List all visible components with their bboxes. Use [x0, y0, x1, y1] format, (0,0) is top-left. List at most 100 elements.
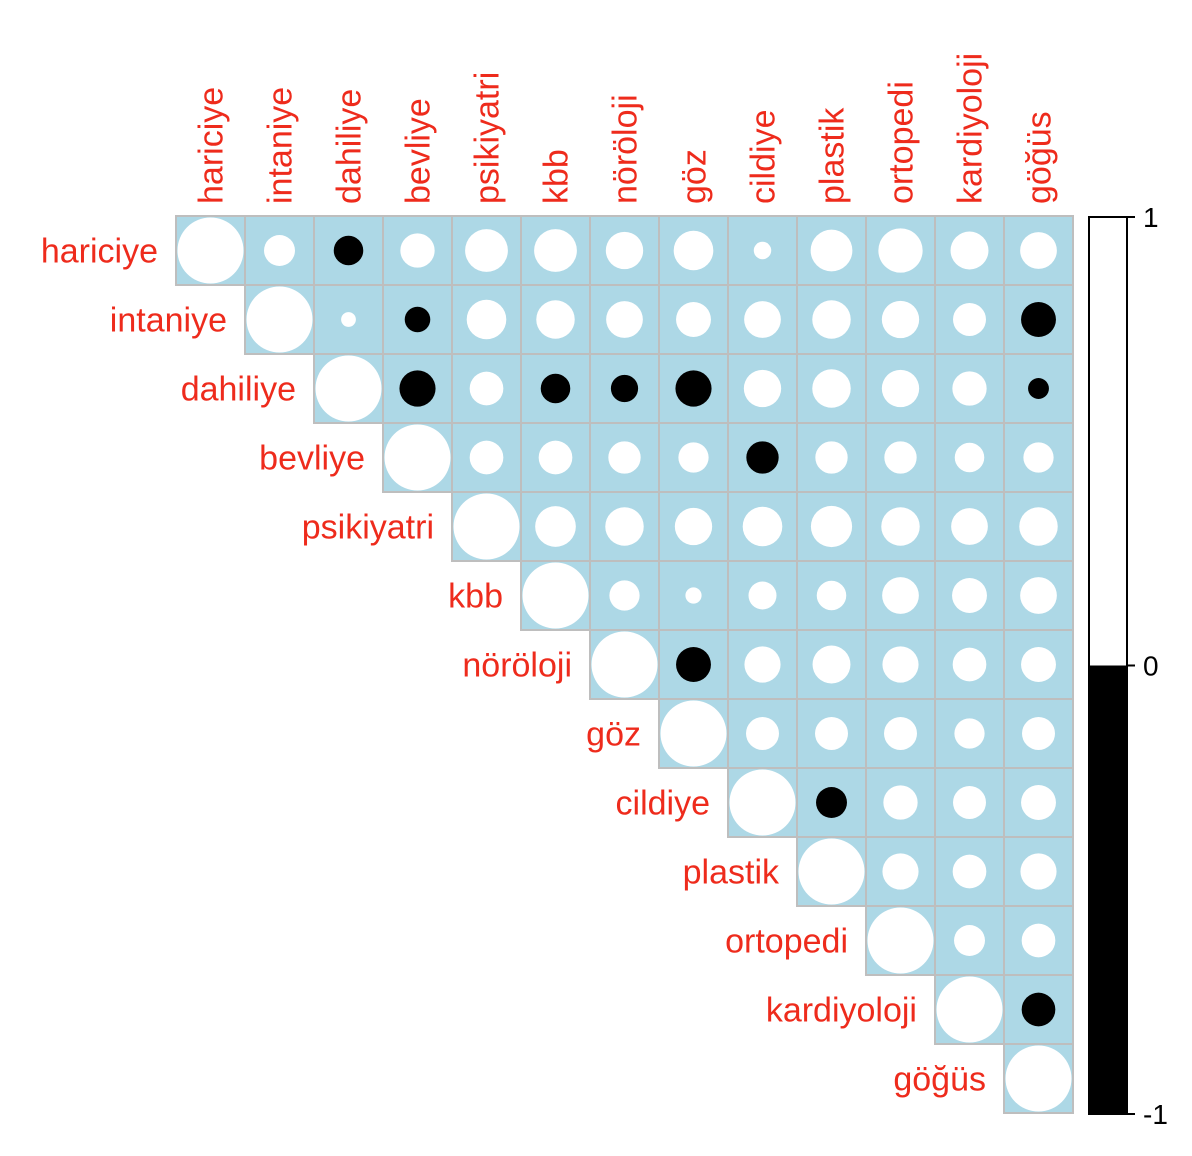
correlation-point-cildiye-ortopedi: [883, 785, 918, 820]
correlation-point-cildiye-kardiyoloji: [953, 786, 986, 819]
column-label: ortopedi: [883, 81, 921, 204]
correlation-point-intaniye-ortopedi: [881, 300, 920, 339]
correlation-point-intaniye-bevliye: [404, 306, 431, 333]
colorbar-negative-segment: [1089, 665, 1127, 1114]
correlation-point-bevliye-nöröloji: [608, 441, 641, 474]
correlation-point-hariciye-nöröloji: [605, 231, 644, 270]
correlation-point-dahiliye-ortopedi: [881, 369, 920, 408]
column-label: kardiyoloji: [952, 53, 990, 204]
correlation-point-hariciye-intaniye: [264, 235, 295, 266]
correlation-point-psikiyatri-kardiyoloji: [951, 508, 988, 545]
correlation-point-bevliye-psikiyatri: [469, 440, 504, 475]
row-label: bevliye: [259, 440, 365, 478]
correlation-point-dahiliye-psikiyatri: [469, 371, 504, 406]
correlation-point-nöröloji-göz: [676, 647, 711, 682]
correlation-point-hariciye-dahiliye: [333, 235, 364, 266]
correlation-point-nöröloji-cildiye: [744, 646, 781, 683]
correlation-point-dahiliye-göğüs: [1028, 378, 1049, 399]
correlation-point-psikiyatri-göz: [674, 507, 713, 546]
correlation-point-hariciye-plastik: [810, 229, 853, 272]
cell-intaniye-plastik: [796, 284, 867, 355]
row-label: dahiliye: [181, 371, 296, 409]
column-label: hariciye: [193, 87, 231, 204]
row-label: psikiyatri: [302, 509, 434, 547]
correlation-point-ortopedi-ortopedi: [867, 907, 934, 974]
correlation-point-kbb-plastik: [816, 580, 847, 611]
correlation-point-dahiliye-kbb: [540, 373, 571, 404]
row-label: göğüs: [893, 1061, 986, 1099]
correlation-point-bevliye-ortopedi: [884, 441, 917, 474]
correlation-point-dahiliye-göz: [675, 370, 712, 407]
correlation-point-intaniye-plastik: [812, 300, 851, 339]
correlation-point-psikiyatri-göğüs: [1019, 507, 1058, 546]
column-label: psikiyatri: [469, 72, 507, 204]
correlation-point-plastik-göğüs: [1020, 853, 1057, 890]
correlation-point-dahiliye-dahiliye: [315, 355, 382, 422]
column-labels: hariciye intaniye dahiliye bevliye psikiyatr…: [193, 53, 1059, 204]
column-label: intaniye: [262, 87, 300, 204]
correlation-point-göz-göğüs: [1022, 717, 1055, 750]
row-label: kardiyoloji: [766, 992, 917, 1030]
correlation-point-kbb-nöröloji: [609, 580, 640, 611]
correlation-point-dahiliye-bevliye: [399, 370, 436, 407]
correlation-point-intaniye-göğüs: [1021, 302, 1056, 337]
column-label: cildiye: [745, 110, 783, 204]
row-label: ortopedi: [725, 923, 848, 961]
correlation-point-cildiye-göğüs: [1021, 785, 1056, 820]
correlation-point-intaniye-intaniye: [246, 286, 313, 353]
correlation-point-kbb-göz: [685, 587, 702, 604]
row-labels: hariciye intaniye dahiliye bevliye psikiyatr…: [41, 233, 986, 1099]
cell-kardiyoloji-göğüs: [1003, 974, 1074, 1045]
correlation-point-hariciye-psikiyatri: [465, 229, 508, 272]
correlation-point-psikiyatri-nöröloji: [605, 507, 644, 546]
correlation-point-göz-cildiye: [746, 717, 779, 750]
correlation-point-bevliye-kbb: [538, 440, 573, 475]
correlation-point-dahiliye-cildiye: [743, 369, 782, 408]
column-label: dahiliye: [331, 89, 369, 204]
correlation-point-intaniye-göz: [676, 302, 711, 337]
colorbar-positive-segment: [1089, 217, 1127, 666]
correlation-point-kbb-cildiye: [748, 581, 777, 610]
row-label: cildiye: [616, 785, 710, 823]
correlation-point-nöröloji-plastik: [812, 645, 851, 684]
correlation-point-bevliye-cildiye: [746, 441, 779, 474]
column-label: göz: [676, 149, 714, 204]
correlation-point-psikiyatri-cildiye: [742, 506, 783, 547]
colorbar-tick-label: -1: [1143, 1099, 1168, 1130]
correlation-point-göz-kardiyoloji: [954, 718, 985, 749]
correlation-point-nöröloji-nöröloji: [591, 631, 658, 698]
correlation-point-plastik-ortopedi: [882, 853, 919, 890]
correlation-point-psikiyatri-kbb: [535, 506, 576, 547]
row-label: kbb: [448, 578, 503, 616]
correlation-point-kbb-kardiyoloji: [952, 578, 987, 613]
correlation-point-bevliye-kardiyoloji: [954, 442, 985, 473]
correlation-point-intaniye-kardiyoloji: [953, 303, 986, 336]
correlation-point-cildiye-cildiye: [729, 769, 796, 836]
correlation-point-nöröloji-ortopedi: [882, 646, 919, 683]
correlation-point-kardiyoloji-kardiyoloji: [936, 976, 1003, 1043]
correlation-point-psikiyatri-ortopedi: [881, 507, 920, 546]
correlation-point-nöröloji-göğüs: [1021, 647, 1056, 682]
correlation-point-psikiyatri-psikiyatri: [453, 493, 520, 560]
correlation-point-göğüs-göğüs: [1005, 1045, 1072, 1112]
correlation-point-dahiliye-nöröloji: [610, 374, 639, 403]
correlation-point-kbb-kbb: [522, 562, 589, 629]
correlation-point-dahiliye-kardiyoloji: [952, 371, 987, 406]
correlation-point-hariciye-ortopedi: [878, 228, 923, 273]
row-label: göz: [586, 716, 641, 754]
correlation-point-plastik-plastik: [798, 838, 865, 905]
correlation-point-kbb-ortopedi: [882, 577, 919, 614]
colorbar-legend: 1 0 -1: [1088, 202, 1168, 1130]
correlation-point-bevliye-göğüs: [1023, 442, 1054, 473]
column-label: nöröloji: [607, 94, 645, 204]
correlation-point-dahiliye-plastik: [812, 369, 851, 408]
row-label: nöröloji: [462, 647, 572, 685]
colorbar-tick-label: 0: [1143, 651, 1159, 682]
correlation-point-intaniye-cildiye: [744, 301, 781, 338]
correlation-point-göz-ortopedi: [884, 717, 917, 750]
correlation-point-göz-plastik: [815, 717, 848, 750]
row-label: plastik: [683, 854, 780, 892]
correlation-point-kbb-göğüs: [1020, 577, 1057, 614]
correlation-point-ortopedi-kardiyoloji: [954, 925, 985, 956]
